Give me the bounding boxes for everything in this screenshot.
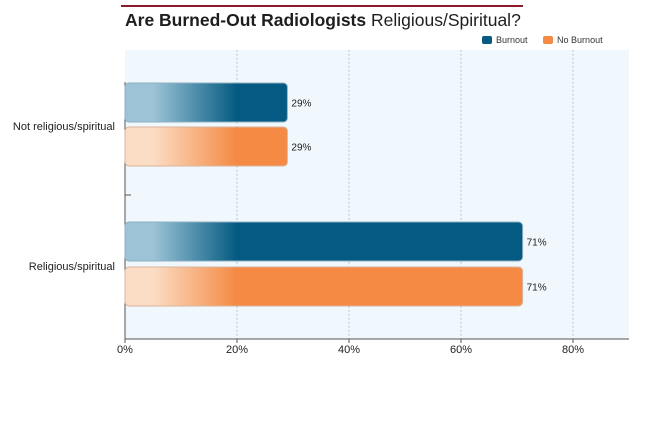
data-label: 71% [527,283,547,294]
chart-title: Are Burned-Out Radiologists Religious/Sp… [125,10,521,31]
category-label: Religious/spiritual [29,261,115,273]
bar-burnout [124,82,288,123]
legend-swatch-burnout [482,36,492,44]
chart-title-bold: Are Burned-Out Radiologists [125,10,367,30]
legend: Burnout No Burnout [482,35,616,45]
legend-label-no-burnout: No Burnout [557,35,603,45]
bar-no-burnout [124,126,288,167]
legend-label-burnout: Burnout [496,35,528,45]
chart-title-rest: Religious/Spiritual? [371,10,521,30]
x-tick-label: 40% [338,344,360,356]
bar-no-burnout [124,266,524,307]
data-label: 71% [527,238,547,249]
bar-burnout [124,221,524,262]
legend-item-burnout: Burnout [482,35,528,45]
data-label: 29% [291,143,311,154]
legend-item-no-burnout: No Burnout [543,35,603,45]
legend-swatch-no-burnout [543,36,554,44]
x-tick-label: 20% [226,344,248,356]
category-label: Not religious/spiritual [13,121,115,133]
title-rule [121,5,523,7]
x-tick-label: 80% [562,344,584,356]
x-tick-label: 60% [450,344,472,356]
data-label: 29% [291,99,311,110]
x-tick-label: 0% [117,344,133,356]
